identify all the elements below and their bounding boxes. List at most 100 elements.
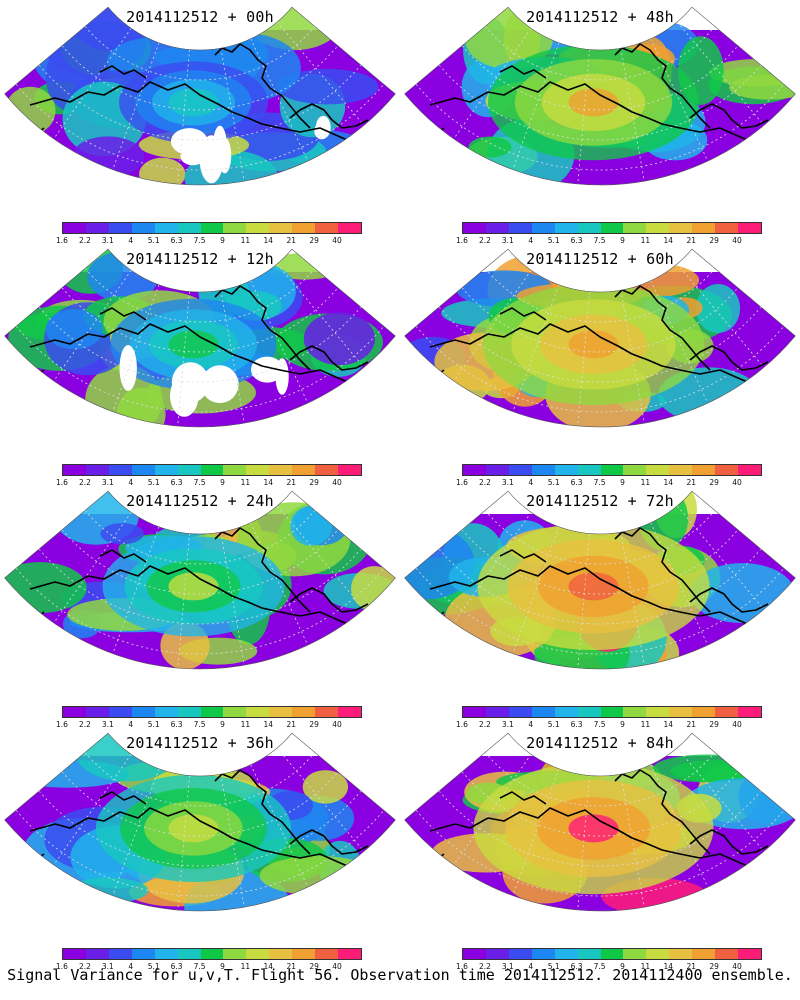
panel-title: 2014112512 + 12h (126, 250, 274, 268)
colorbar-segment (715, 223, 739, 233)
latitude-line (415, 810, 785, 897)
colorbar-tick-label: 21 (286, 962, 296, 971)
colorbar (62, 948, 362, 960)
colorbar-tick-label: 4 (128, 478, 134, 487)
field-blob (468, 136, 512, 158)
polar-map (4, 490, 396, 670)
colorbar-segment (669, 223, 693, 233)
coastline (429, 807, 753, 869)
colorbar-tick-label: 3.1 (501, 720, 514, 729)
field-core (568, 330, 619, 359)
colorbar-tick-label: 7.5 (193, 478, 206, 487)
colorbar-tick-label: 1.6 (456, 962, 468, 971)
colorbar-tick-label: 29 (309, 720, 319, 729)
colorbar-segment (63, 707, 86, 717)
colorbar-segment (508, 949, 532, 959)
coastline (614, 285, 711, 371)
latitude-line (461, 287, 739, 353)
coastline (99, 307, 147, 321)
colorbar-segment (577, 707, 601, 717)
colorbar-segment (108, 465, 132, 475)
colorbar-labels: 1.6 2.2 3.1 4 5.1 6.3 7.5 9 11 14 21 29 40 (456, 236, 760, 246)
colorbar-tick-label: 14 (263, 478, 274, 487)
colorbar-tick-label: 29 (309, 236, 319, 245)
colorbar-segment (715, 465, 739, 475)
polar-map (404, 248, 796, 428)
map-boundary (404, 490, 796, 670)
colorbar-tick-label: 29 (309, 478, 319, 487)
colorbar-tick-label: 5.1 (147, 478, 160, 487)
colorbar-tick-label: 5.1 (547, 478, 560, 487)
colorbar-tick-label: 1.6 (56, 720, 68, 729)
panel-title: 2014112512 + 84h (526, 734, 674, 752)
colorbar-segment (577, 223, 601, 233)
colorbar-segment (669, 707, 693, 717)
coastline (29, 323, 353, 385)
colorbar-tick-label: 1.6 (56, 962, 68, 971)
colorbar-labels: 1.6 2.2 3.1 4 5.1 6.3 7.5 9 11 14 21 29 40 (56, 478, 360, 488)
colorbar-segment (292, 223, 316, 233)
colorbar-segment (315, 223, 339, 233)
coastline (614, 769, 711, 855)
colorbar-tick-label: 9 (220, 478, 225, 487)
colorbar-segment (554, 949, 578, 959)
colorbar-tick-label: 21 (686, 962, 696, 971)
field-blob (695, 284, 741, 333)
polar-map (404, 732, 796, 912)
colorbar-tick-label: 9 (620, 236, 625, 245)
missing-data-gap (203, 367, 227, 391)
panel-title: 2014112512 + 24h (126, 492, 274, 510)
colorbar (62, 706, 362, 718)
colorbar-tick-label: 11 (240, 962, 251, 971)
colorbar-tick-label: 2.2 (478, 236, 491, 245)
colorbar-segment (177, 707, 201, 717)
colorbar-tick-label: 9 (220, 720, 225, 729)
latitude-line (15, 810, 385, 897)
colorbar-tick-label: 14 (663, 720, 674, 729)
coastline (689, 103, 769, 129)
colorbar-segment (738, 223, 761, 233)
colorbar (462, 948, 762, 960)
colorbar-tick-label: 29 (709, 720, 719, 729)
map-boundary (4, 732, 396, 912)
colorbar-tick-label: 14 (663, 478, 674, 487)
coastline (499, 307, 547, 321)
coastline (214, 527, 311, 613)
coastline (689, 345, 769, 371)
colorbar-segment (177, 465, 201, 475)
colorbar-segment (246, 223, 270, 233)
field-core (568, 88, 619, 117)
colorbar-tick-label: 5.1 (547, 962, 560, 971)
colorbar-tick-label: 4 (128, 720, 134, 729)
map-boundary (404, 6, 796, 186)
colorbar-tick-label: 40 (732, 720, 742, 729)
colorbar-tick-label: 21 (686, 478, 696, 487)
field-core (568, 572, 619, 601)
colorbar-segment (200, 949, 224, 959)
colorbar (62, 222, 362, 234)
coastline (429, 323, 753, 385)
colorbar-segment (692, 707, 716, 717)
colorbar-segment (200, 223, 224, 233)
latitude-line (61, 287, 339, 353)
latitude-line (484, 26, 716, 81)
colorbar-tick-label: 14 (663, 962, 674, 971)
coastline (499, 549, 547, 563)
colorbar-segment (246, 465, 270, 475)
colorbar-segment (531, 707, 555, 717)
coastline (214, 769, 311, 855)
latitude-line (61, 45, 339, 111)
colorbar-segment (292, 707, 316, 717)
colorbar-segment (154, 223, 178, 233)
colorbar-tick-label: 5.1 (147, 962, 160, 971)
polar-map (404, 490, 796, 670)
coastline (99, 65, 147, 79)
colorbar-segment (269, 465, 293, 475)
colorbar-tick-label: 40 (332, 962, 342, 971)
colorbar-segment (463, 223, 486, 233)
field-blob (303, 312, 375, 366)
colorbar-labels: 1.6 2.2 3.1 4 5.1 6.3 7.5 9 11 14 21 29 40 (456, 720, 760, 730)
field-core (168, 88, 219, 117)
colorbar-segment (108, 707, 132, 717)
colorbar-tick-label: 11 (640, 720, 651, 729)
